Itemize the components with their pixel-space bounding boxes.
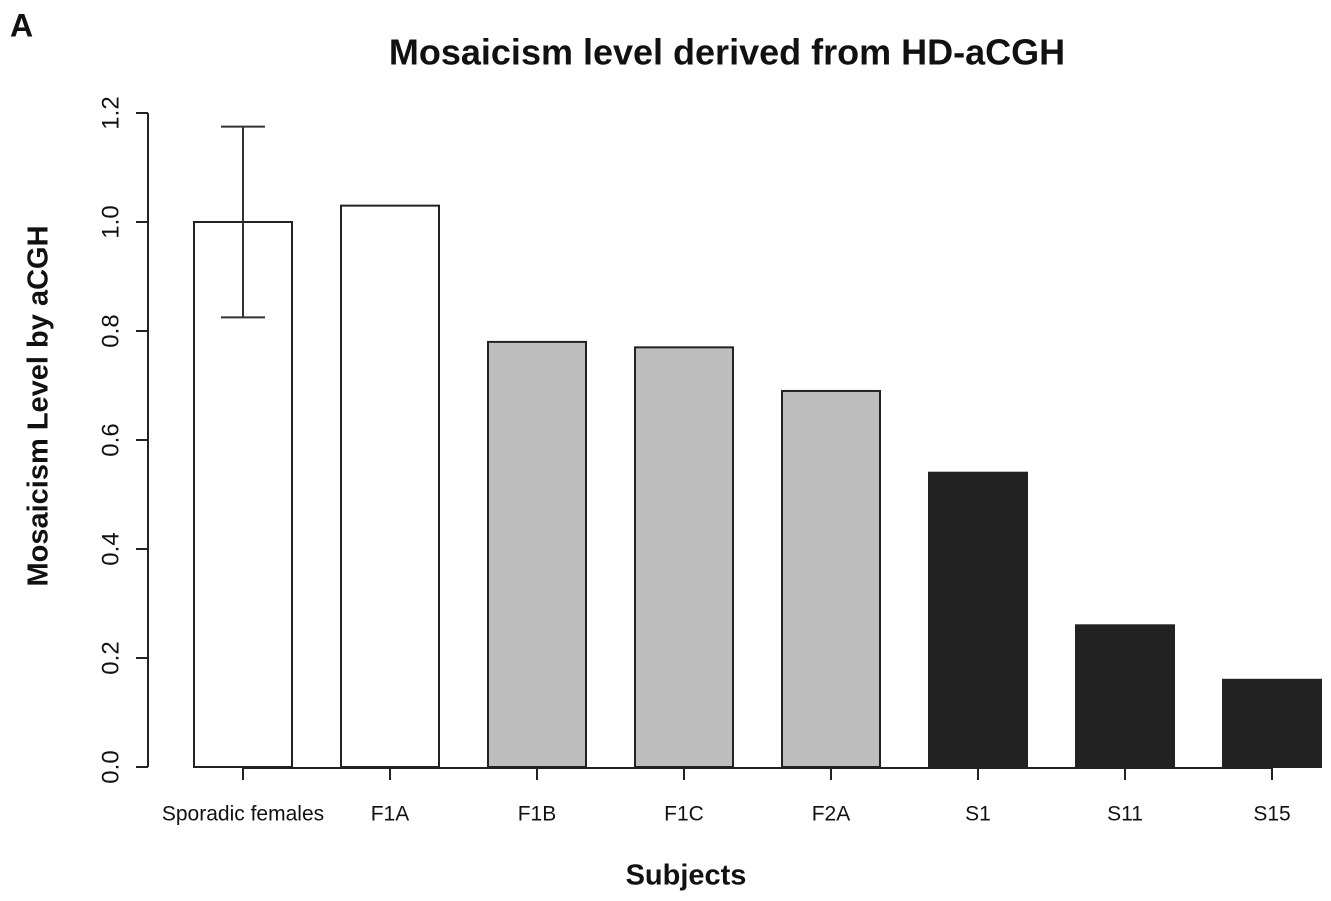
bar xyxy=(928,471,1028,768)
y-tick-label: 1.2 xyxy=(97,96,124,129)
bar xyxy=(487,340,587,768)
x-tick-label: S11 xyxy=(1107,803,1143,826)
y-tick-label: 1.0 xyxy=(97,205,124,238)
bar xyxy=(340,204,440,768)
x-tick-label: Sporadic females xyxy=(162,803,324,826)
x-tick-label: F1A xyxy=(371,803,410,826)
y-tick-label: 0.0 xyxy=(97,750,124,783)
x-tick-label: F2A xyxy=(812,803,851,826)
x-axis-label: Subjects xyxy=(626,860,747,892)
x-tick-label: F1B xyxy=(518,803,557,826)
y-tick-label: 0.6 xyxy=(97,423,124,456)
y-axis-label: Mosaicism Level by aCGH xyxy=(23,225,55,586)
y-tick-label: 0.8 xyxy=(97,314,124,347)
y-tick-label: 0.2 xyxy=(97,641,124,674)
x-tick-label: F1C xyxy=(664,803,704,826)
error-bar xyxy=(221,125,265,319)
y-tick-label: 0.4 xyxy=(97,532,124,565)
bar xyxy=(781,389,881,768)
x-tick-label: S1 xyxy=(965,803,991,826)
bar xyxy=(1075,624,1175,768)
bar xyxy=(1222,678,1322,768)
bar xyxy=(634,346,734,768)
x-tick-label: S15 xyxy=(1253,803,1290,826)
chart-title: Mosaicism level derived from HD-aCGH xyxy=(389,32,1065,73)
panel-label: A xyxy=(10,7,33,43)
